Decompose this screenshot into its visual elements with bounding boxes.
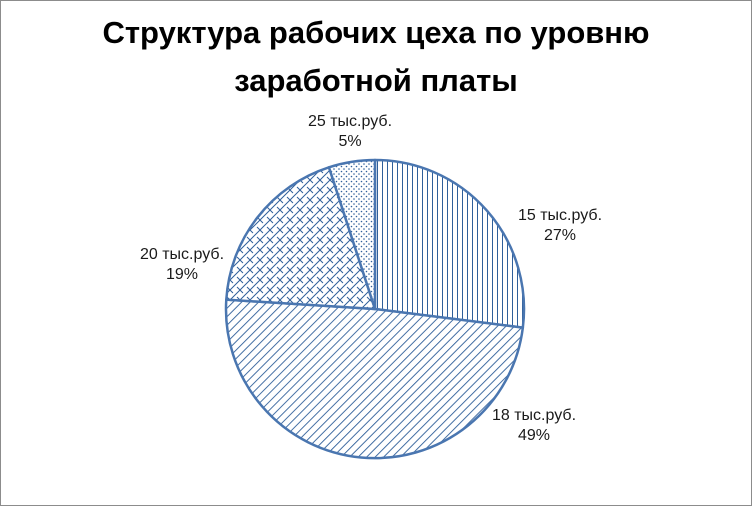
slice-label-18k-category: 18 тыс.руб. bbox=[491, 407, 577, 424]
slice-label-15k-category: 15 тыс.руб. bbox=[517, 207, 603, 224]
chart-title-line-1: Структура рабочих цеха по уровню bbox=[102, 15, 650, 50]
slice-label-25k-category: 25 тыс.руб. bbox=[307, 113, 393, 130]
slice-label-15k-percent: 27% bbox=[543, 227, 577, 244]
slice-label-18k-percent: 49% bbox=[517, 427, 551, 444]
pie-slice-25k bbox=[327, 158, 377, 311]
slice-label-20k-percent: 19% bbox=[165, 266, 199, 283]
pie-slice-20k bbox=[225, 166, 377, 311]
slice-label-25k-percent: 5% bbox=[338, 133, 362, 150]
slice-label-15k: 15 тыс.руб. 27% bbox=[500, 206, 620, 246]
chart-title-line-2: заработной платы bbox=[234, 63, 518, 98]
pie-slices bbox=[224, 158, 526, 460]
pie-slice-18k bbox=[224, 298, 525, 460]
chart-title: Структура рабочих цеха по уровню заработ… bbox=[1, 9, 751, 105]
slice-label-25k: 25 тыс.руб. 5% bbox=[290, 112, 410, 152]
pie-slice-15k bbox=[373, 158, 526, 329]
slice-label-18k: 18 тыс.руб. 49% bbox=[474, 406, 594, 446]
slice-label-20k: 20 тыс.руб. 19% bbox=[122, 245, 242, 285]
slice-label-20k-category: 20 тыс.руб. bbox=[139, 246, 225, 263]
